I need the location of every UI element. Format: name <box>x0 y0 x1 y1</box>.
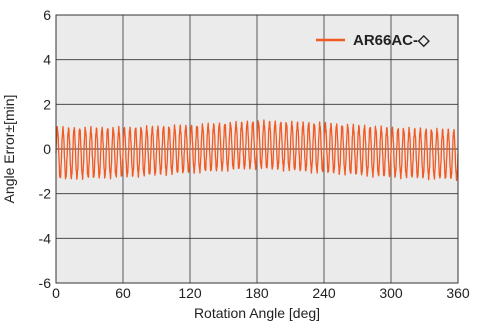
y-axis-ticks: -6 -4 -2 0 2 4 6 <box>39 7 52 291</box>
y-tick-label: -6 <box>39 275 52 291</box>
x-tick-label: 180 <box>245 285 269 301</box>
x-axis-label: Rotation Angle [deg] <box>194 305 320 321</box>
x-tick-label: 240 <box>312 285 336 301</box>
x-tick-label: 0 <box>52 285 60 301</box>
x-tick-label: 120 <box>178 285 202 301</box>
y-tick-label: 4 <box>43 52 51 68</box>
legend: AR66AC-◇ <box>316 32 430 49</box>
y-tick-label: 0 <box>43 141 51 157</box>
y-axis-label: Angle Error±[min] <box>1 95 17 204</box>
y-tick-label: 6 <box>43 7 51 23</box>
x-axis-ticks: 0 60 120 180 240 300 360 <box>52 285 470 301</box>
y-tick-label: -2 <box>39 186 52 202</box>
series-line <box>55 119 459 182</box>
legend-label: AR66AC-◇ <box>353 32 430 49</box>
x-tick-label: 60 <box>115 285 131 301</box>
y-tick-label: -4 <box>39 230 52 246</box>
x-tick-label: 360 <box>446 285 470 301</box>
x-tick-label: 300 <box>379 285 403 301</box>
y-tick-label: 2 <box>43 96 51 112</box>
plot-frame <box>55 14 459 284</box>
